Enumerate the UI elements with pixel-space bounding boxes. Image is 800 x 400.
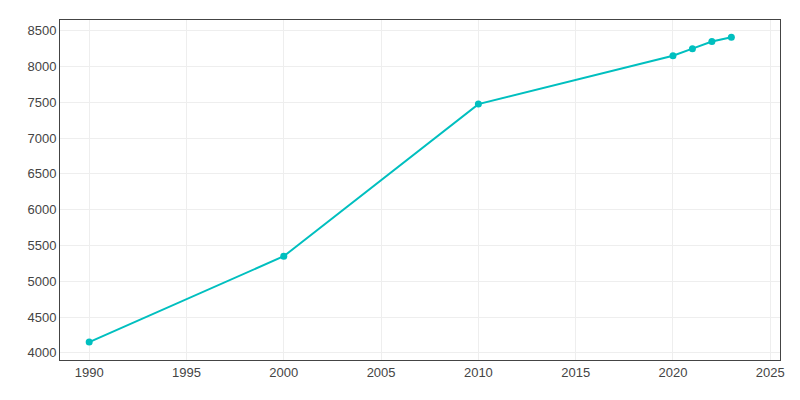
- svg-text:2025: 2025: [756, 365, 785, 380]
- svg-text:4500: 4500: [27, 310, 56, 325]
- svg-text:1995: 1995: [172, 365, 201, 380]
- svg-text:7500: 7500: [27, 95, 56, 110]
- svg-text:8500: 8500: [27, 23, 56, 38]
- svg-text:8000: 8000: [27, 59, 56, 74]
- svg-text:6500: 6500: [27, 166, 56, 181]
- svg-text:2015: 2015: [561, 365, 590, 380]
- svg-text:4000: 4000: [27, 345, 56, 360]
- svg-text:2010: 2010: [464, 365, 493, 380]
- svg-text:7000: 7000: [27, 131, 56, 146]
- svg-text:2020: 2020: [659, 365, 688, 380]
- svg-text:2005: 2005: [367, 365, 396, 380]
- svg-text:2000: 2000: [269, 365, 298, 380]
- svg-text:1990: 1990: [75, 365, 104, 380]
- svg-text:5000: 5000: [27, 274, 56, 289]
- svg-text:6000: 6000: [27, 202, 56, 217]
- svg-text:5500: 5500: [27, 238, 56, 253]
